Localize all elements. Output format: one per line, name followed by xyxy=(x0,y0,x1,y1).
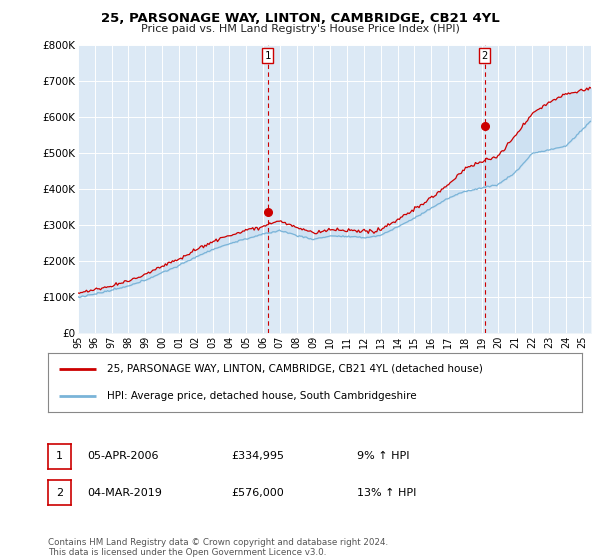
Text: £334,995: £334,995 xyxy=(231,451,284,461)
Text: 25, PARSONAGE WAY, LINTON, CAMBRIDGE, CB21 4YL (detached house): 25, PARSONAGE WAY, LINTON, CAMBRIDGE, CB… xyxy=(107,363,482,374)
Text: HPI: Average price, detached house, South Cambridgeshire: HPI: Average price, detached house, Sout… xyxy=(107,391,416,401)
Text: Price paid vs. HM Land Registry's House Price Index (HPI): Price paid vs. HM Land Registry's House … xyxy=(140,24,460,34)
Text: Contains HM Land Registry data © Crown copyright and database right 2024.
This d: Contains HM Land Registry data © Crown c… xyxy=(48,538,388,557)
Text: 9% ↑ HPI: 9% ↑ HPI xyxy=(357,451,409,461)
Text: 05-APR-2006: 05-APR-2006 xyxy=(87,451,158,461)
Text: 1: 1 xyxy=(265,50,271,60)
Text: 2: 2 xyxy=(56,488,63,498)
Text: £576,000: £576,000 xyxy=(231,488,284,498)
Text: 25, PARSONAGE WAY, LINTON, CAMBRIDGE, CB21 4YL: 25, PARSONAGE WAY, LINTON, CAMBRIDGE, CB… xyxy=(101,12,499,25)
Text: 2: 2 xyxy=(481,50,488,60)
Text: 13% ↑ HPI: 13% ↑ HPI xyxy=(357,488,416,498)
Text: 04-MAR-2019: 04-MAR-2019 xyxy=(87,488,162,498)
Text: 1: 1 xyxy=(56,451,63,461)
